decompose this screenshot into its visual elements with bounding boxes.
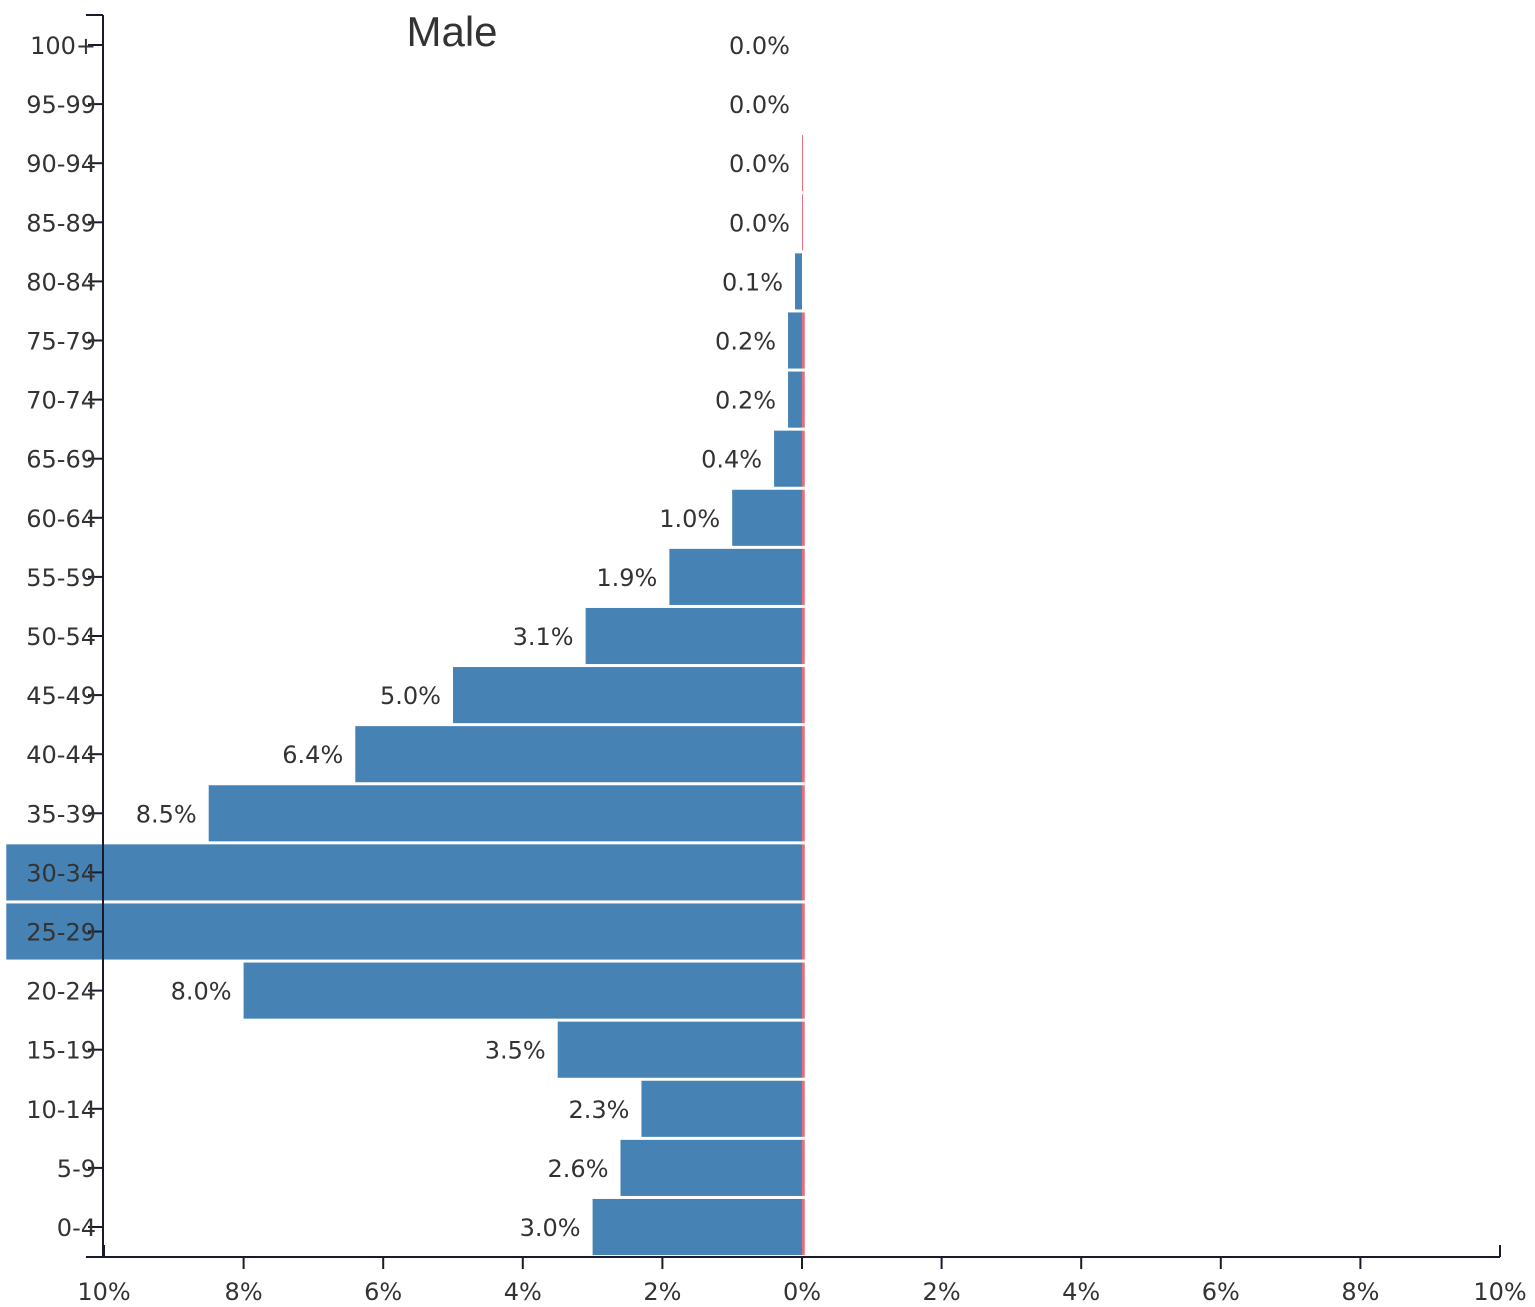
value-label-5-9: 2.6% [548, 1155, 609, 1183]
axis-layer [86, 14, 1501, 1269]
age-label-70-74: 70-74 [26, 387, 96, 415]
age-label-0-4: 0-4 [57, 1214, 96, 1242]
x-tick-label-4: 2% [643, 1278, 681, 1306]
male-bar-45-49 [453, 667, 802, 724]
female-bar-65-69 [802, 430, 805, 487]
x-tick-label-2: 6% [364, 1278, 402, 1306]
value-label-50-54: 3.1% [513, 623, 574, 651]
value-label-70-74: 0.2% [715, 387, 776, 415]
male-bar-75-79 [788, 312, 802, 369]
age-label-25-29: 25-29 [26, 919, 96, 947]
x-tick-label-9: 8% [1341, 1278, 1379, 1306]
age-label-20-24: 20-24 [26, 978, 96, 1006]
age-label-55-59: 55-59 [26, 564, 96, 592]
female-bar-0-4 [802, 1198, 805, 1256]
age-label-75-79: 75-79 [26, 328, 96, 356]
x-tick-label-8: 6% [1202, 1278, 1240, 1306]
male-bar-50-54 [585, 607, 802, 665]
value-label-75-79: 0.2% [715, 328, 776, 356]
value-label-90-94: 0.0% [729, 150, 790, 178]
male-bar-10-14 [641, 1080, 802, 1137]
age-label-35-39: 35-39 [26, 800, 96, 828]
value-label-40-44: 6.4% [282, 741, 343, 769]
value-label-15-19: 3.5% [485, 1037, 546, 1065]
male-bar-70-74 [788, 371, 802, 428]
male-bar-15-19 [557, 1021, 802, 1078]
value-label-80-84: 0.1% [722, 268, 783, 296]
value-label-65-69: 0.4% [701, 446, 762, 474]
value-label-100+: 0.0% [729, 32, 790, 60]
male-bar-25-29 [6, 903, 802, 960]
female-bar-75-79 [802, 312, 805, 369]
x-tick-label-6: 2% [923, 1278, 961, 1306]
value-label-20-24: 8.0% [171, 978, 232, 1006]
female-bar-55-59 [802, 548, 805, 605]
female-bar-5-9 [802, 1139, 805, 1196]
age-label-30-34: 30-34 [26, 859, 96, 887]
chart-title: Male [406, 8, 497, 55]
female-bar-35-39 [802, 785, 805, 842]
female-bar-50-54 [802, 607, 805, 665]
x-tick-label-0: 10% [77, 1278, 130, 1306]
age-label-90-94: 90-94 [26, 150, 96, 178]
male-bar-35-39 [208, 785, 802, 842]
age-label-45-49: 45-49 [26, 682, 96, 710]
male-bar-65-69 [774, 430, 802, 487]
female-bar-90-94 [802, 135, 803, 192]
labels-layer: 10% 8% 6% 4% 2% 0% 2% 4% 6% 8% 10% 0-4 5-9 10-14 15-19… [26, 32, 1526, 1306]
age-label-80-84: 80-84 [26, 268, 96, 296]
female-bar-10-14 [802, 1080, 805, 1137]
female-bar-60-64 [802, 489, 805, 546]
value-label-35-39: 8.5% [136, 800, 197, 828]
value-label-60-64: 1.0% [659, 505, 720, 533]
x-tick-label-3: 4% [504, 1278, 542, 1306]
male-bar-80-84 [795, 253, 802, 310]
bars-layer [6, 135, 805, 1256]
male-bar-20-24 [243, 962, 803, 1019]
age-label-15-19: 15-19 [26, 1037, 96, 1065]
female-bar-40-44 [802, 726, 805, 783]
female-bar-20-24 [802, 962, 805, 1019]
age-label-5-9: 5-9 [57, 1155, 96, 1183]
x-tick-label-1: 8% [225, 1278, 263, 1306]
age-label-10-14: 10-14 [26, 1096, 96, 1124]
male-bar-5-9 [620, 1139, 802, 1196]
age-label-85-89: 85-89 [26, 209, 96, 237]
female-bar-45-49 [802, 667, 805, 724]
female-bar-25-29 [802, 903, 805, 960]
value-label-85-89: 0.0% [729, 209, 790, 237]
value-label-55-59: 1.9% [596, 564, 657, 592]
value-label-10-14: 2.3% [568, 1096, 629, 1124]
age-label-60-64: 60-64 [26, 505, 96, 533]
female-bar-85-89 [802, 194, 803, 251]
x-tick-label-7: 4% [1062, 1278, 1100, 1306]
age-label-95-99: 95-99 [26, 91, 96, 119]
value-label-95-99: 0.0% [729, 91, 790, 119]
female-bar-30-34 [802, 844, 805, 901]
male-bar-0-4 [592, 1198, 802, 1256]
female-bar-70-74 [802, 371, 805, 428]
age-label-65-69: 65-69 [26, 446, 96, 474]
x-tick-label-10: 10% [1473, 1278, 1526, 1306]
male-bar-30-34 [6, 844, 802, 901]
value-label-0-4: 3.0% [520, 1214, 581, 1242]
male-bar-40-44 [355, 726, 802, 783]
x-tick-label-5: 0% [783, 1278, 821, 1306]
male-bar-60-64 [732, 489, 802, 546]
age-label-50-54: 50-54 [26, 623, 96, 651]
value-label-45-49: 5.0% [380, 682, 441, 710]
female-bar-15-19 [802, 1021, 805, 1078]
male-bar-55-59 [669, 548, 802, 605]
age-label-40-44: 40-44 [26, 741, 96, 769]
age-label-100+: 100+ [30, 32, 96, 60]
